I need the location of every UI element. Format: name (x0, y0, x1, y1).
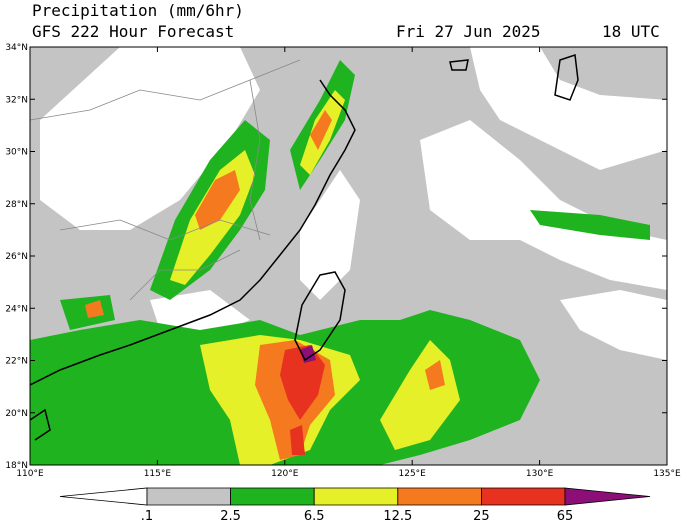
lat-label: 20°N (5, 409, 28, 419)
colorbar-label: .1 (141, 509, 153, 524)
colorbar-segment (313, 487, 399, 506)
lon-label: 125°E (399, 469, 427, 479)
colorbar-segment (481, 487, 566, 506)
colorbar-segment (397, 487, 482, 506)
lat-label: 26°N (5, 252, 28, 262)
lon-label: 120°E (271, 469, 299, 479)
colorbar-label: 12.5 (383, 509, 412, 524)
colorbar-segment (146, 487, 231, 506)
date: Fri 27 Jun 2025 (396, 22, 541, 41)
lon-label: 115°E (144, 469, 172, 479)
colorbar-label: 65 (557, 509, 574, 524)
colorbar-segment (59, 487, 148, 506)
colorbar-label: 2.5 (220, 509, 241, 524)
colorbar-segment (564, 487, 651, 506)
lat-label: 34°N (5, 43, 28, 53)
lon-label: 130°E (526, 469, 554, 479)
lat-label: 28°N (5, 200, 28, 210)
colorbar-label: 25 (473, 509, 490, 524)
title: Precipitation (mm/6hr) (32, 1, 244, 20)
colorbar-segment (230, 487, 315, 506)
precip-field (30, 47, 667, 465)
lat-label: 22°N (5, 357, 28, 367)
time: 18 UTC (602, 22, 660, 41)
lat-label: 32°N (5, 95, 28, 105)
lon-label: 110°E (16, 469, 44, 479)
lat-label: 30°N (5, 148, 28, 158)
lat-label: 18°N (5, 461, 28, 471)
subtitle: GFS 222 Hour Forecast (32, 22, 234, 41)
lon-label: 135°E (653, 469, 681, 479)
colorbar-label: 6.5 (304, 509, 325, 524)
lat-label: 24°N (5, 304, 28, 314)
